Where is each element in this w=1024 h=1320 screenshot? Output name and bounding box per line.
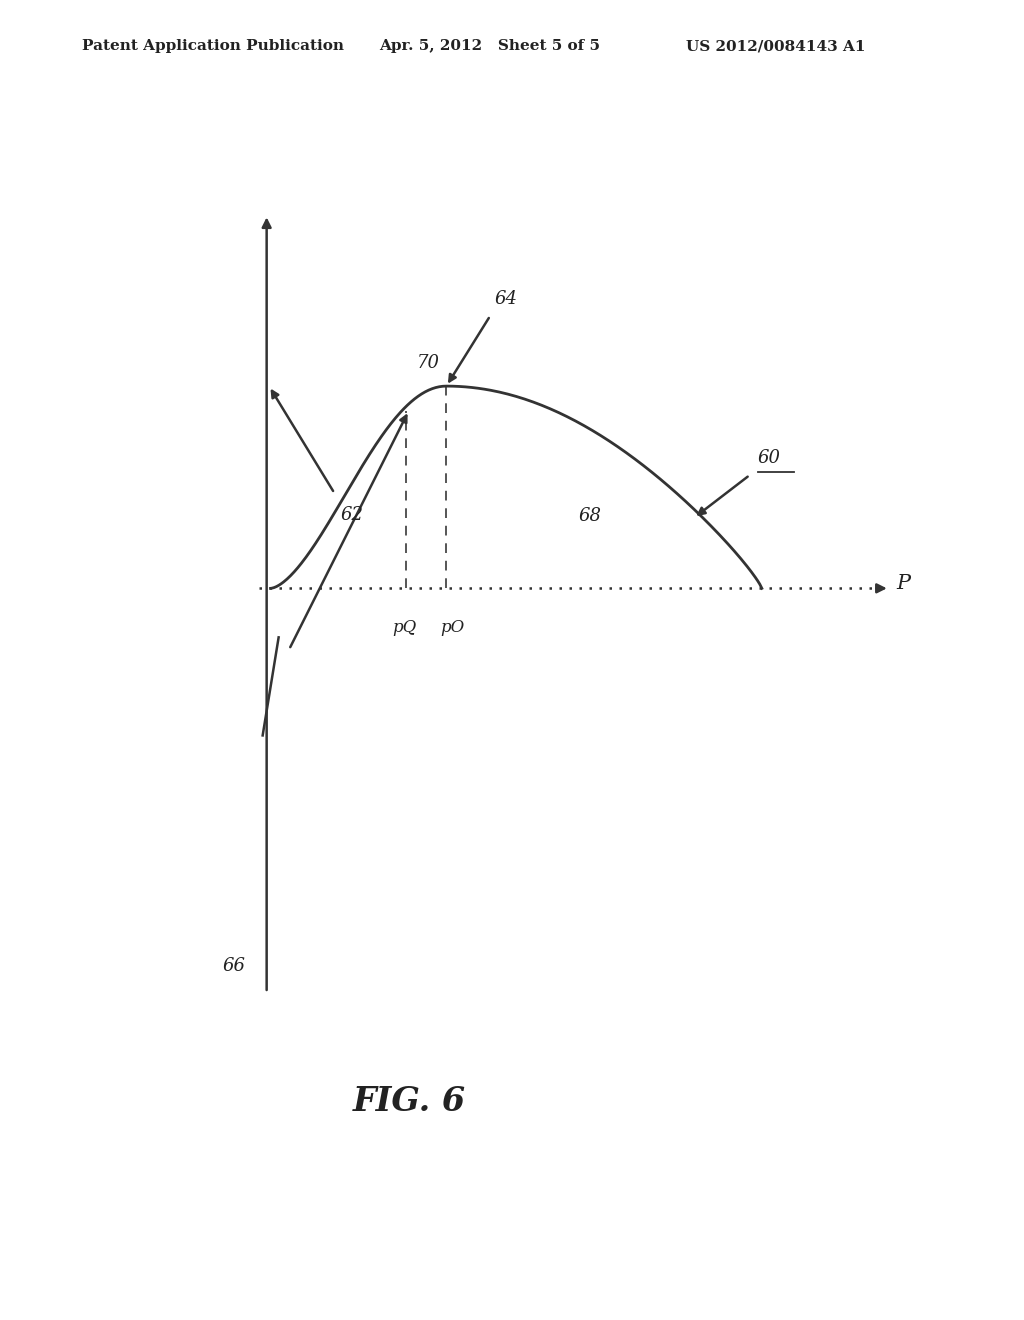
Text: US 2012/0084143 A1: US 2012/0084143 A1 [686,40,865,53]
Text: 60: 60 [758,449,781,467]
Text: 68: 68 [579,507,601,525]
Text: 66: 66 [223,957,246,975]
Text: 70: 70 [417,354,440,372]
Text: P: P [896,574,910,593]
Text: 62: 62 [340,506,364,524]
Text: pQ: pQ [392,619,416,636]
Text: FIG. 6: FIG. 6 [353,1085,466,1118]
Text: pO: pO [440,619,465,636]
Text: 64: 64 [495,289,517,308]
Text: Apr. 5, 2012   Sheet 5 of 5: Apr. 5, 2012 Sheet 5 of 5 [379,40,600,53]
Text: Patent Application Publication: Patent Application Publication [82,40,344,53]
